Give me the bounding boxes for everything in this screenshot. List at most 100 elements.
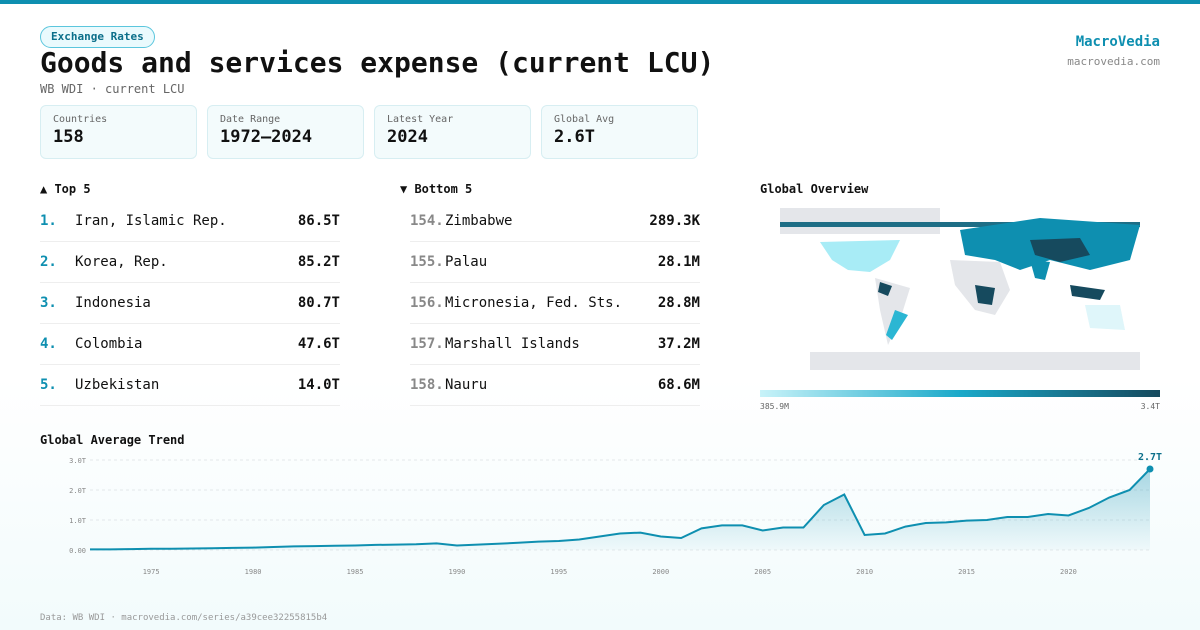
- x-tick-label: 2000: [652, 568, 669, 576]
- legend-min: 385.9M: [760, 402, 789, 411]
- stat-value: 2024: [387, 127, 428, 147]
- x-tick-label: 1985: [347, 568, 364, 576]
- line: [90, 468, 1151, 551]
- top-list: 1. Iran, Islamic Rep. 86.5T 2. Korea, Rep. 85…: [40, 201, 340, 406]
- rank: 1.: [40, 213, 57, 229]
- section-title: ▲ Top 5: [40, 182, 91, 196]
- stat-value: 2.6T: [554, 127, 595, 147]
- name: Zimbabwe: [445, 213, 513, 229]
- name: Colombia: [75, 336, 143, 352]
- stat-card: Date Range 1972–2024: [207, 105, 364, 159]
- x-tick-label: 2015: [958, 568, 975, 576]
- value: 37.2M: [657, 336, 700, 352]
- name: Uzbekistan: [75, 377, 160, 393]
- land: [1070, 285, 1105, 300]
- rank: 3.: [40, 295, 57, 311]
- rank: 2.: [40, 254, 57, 270]
- stat-card: Countries 158: [40, 105, 197, 159]
- stat-label: Date Range: [220, 114, 281, 125]
- rank: 158.: [410, 377, 444, 393]
- x-tick-label: 1995: [550, 568, 567, 576]
- x-tick-label: 1980: [245, 568, 262, 576]
- line-chart: 0.00 1.0T 2.0T 3.0T 1975 1980 1985 1990 1995 2000…: [69, 452, 1162, 576]
- stat-value: 1972–2024: [220, 127, 313, 147]
- value: 86.5T: [297, 213, 340, 229]
- x-tick-label: 2020: [1060, 568, 1077, 576]
- value: 85.2T: [297, 254, 340, 270]
- badge: Exchange Rates: [40, 26, 155, 48]
- subtitle: WB WDI · current LCU: [40, 82, 185, 96]
- name: Palau: [445, 254, 488, 270]
- area: [90, 469, 1150, 550]
- y-tick-label: 3.0T: [69, 457, 87, 465]
- land: [878, 282, 892, 296]
- legend-max: 3.4T: [1140, 402, 1160, 411]
- land: [810, 352, 1140, 370]
- value: 68.6M: [657, 377, 700, 393]
- x-tick-label: 1990: [448, 568, 465, 576]
- list-row: 2. Korea, Rep. 85.2T: [40, 242, 340, 283]
- top-bar: [0, 0, 1200, 4]
- value: 28.8M: [657, 295, 700, 311]
- stat-card: Latest Year 2024: [374, 105, 531, 159]
- value: 80.7T: [297, 295, 340, 311]
- title: Goods and services expense (current LCU): [40, 46, 715, 79]
- list-row: 4. Colombia 47.6T: [40, 324, 340, 365]
- land: [975, 285, 995, 305]
- rank: 4.: [40, 336, 57, 352]
- rank: 154.: [410, 213, 444, 229]
- x-tick-label: 2010: [856, 568, 873, 576]
- name: Nauru: [445, 377, 488, 393]
- stat-label: Global Avg: [554, 114, 615, 125]
- value: 28.1M: [657, 254, 700, 270]
- rank: 155.: [410, 254, 444, 270]
- name: Korea, Rep.: [75, 254, 168, 270]
- rank: 5.: [40, 377, 57, 393]
- y-tick-label: 2.0T: [69, 487, 87, 495]
- stat-label: Latest Year: [387, 114, 454, 125]
- list-row: 1. Iran, Islamic Rep. 86.5T: [40, 201, 340, 242]
- name: Marshall Islands: [445, 336, 580, 352]
- end-point: [1146, 465, 1154, 473]
- list-row: 154. Zimbabwe 289.3K: [410, 201, 700, 242]
- section-title: ▼ Bottom 5: [400, 182, 473, 196]
- section-title: Global Overview: [760, 182, 869, 196]
- stat-value: 158: [53, 127, 84, 147]
- land: [875, 278, 910, 345]
- list-row: 157. Marshall Islands 37.2M: [410, 324, 700, 365]
- brand: MacroVedia: [1075, 34, 1160, 50]
- list-row: 158. Nauru 68.6M: [410, 365, 700, 406]
- rank: 156.: [410, 295, 444, 311]
- value: 289.3K: [649, 213, 700, 229]
- stat-label: Countries: [53, 114, 108, 125]
- land: [780, 222, 1140, 227]
- name: Indonesia: [75, 295, 151, 311]
- chart-title: Global Average Trend: [40, 433, 185, 447]
- y-tick-label: 1.0T: [69, 517, 87, 525]
- bottom-list: 154. Zimbabwe 289.3K 155. Palau 28.1M 156. Micr…: [410, 201, 700, 406]
- value: 47.6T: [297, 336, 340, 352]
- value: 14.0T: [297, 377, 340, 393]
- land: [820, 240, 900, 272]
- brand-url: macrovedia.com: [1067, 55, 1160, 68]
- list-row: 3. Indonesia 80.7T: [40, 283, 340, 324]
- list-row: 155. Palau 28.1M: [410, 242, 700, 283]
- name: Micronesia, Fed. Sts.: [445, 295, 623, 311]
- land: [886, 310, 908, 340]
- x-tick-label: 2005: [754, 568, 771, 576]
- footer: Data: WB WDI · macrovedia.com/series/a39…: [40, 613, 328, 623]
- land: [1030, 260, 1050, 280]
- land: [1030, 238, 1090, 262]
- y-tick-label: 0.00: [69, 547, 86, 555]
- list-row: 5. Uzbekistan 14.0T: [40, 365, 340, 406]
- land: [780, 208, 940, 234]
- list-row: 156. Micronesia, Fed. Sts. 28.8M: [410, 283, 700, 324]
- x-tick-label: 1975: [143, 568, 160, 576]
- name: Iran, Islamic Rep.: [75, 213, 227, 229]
- annotation: 2.7T: [1138, 452, 1162, 463]
- land: [1085, 305, 1125, 330]
- rank: 157.: [410, 336, 444, 352]
- color-scale: [760, 390, 1160, 397]
- stat-card: Global Avg 2.6T: [541, 105, 698, 159]
